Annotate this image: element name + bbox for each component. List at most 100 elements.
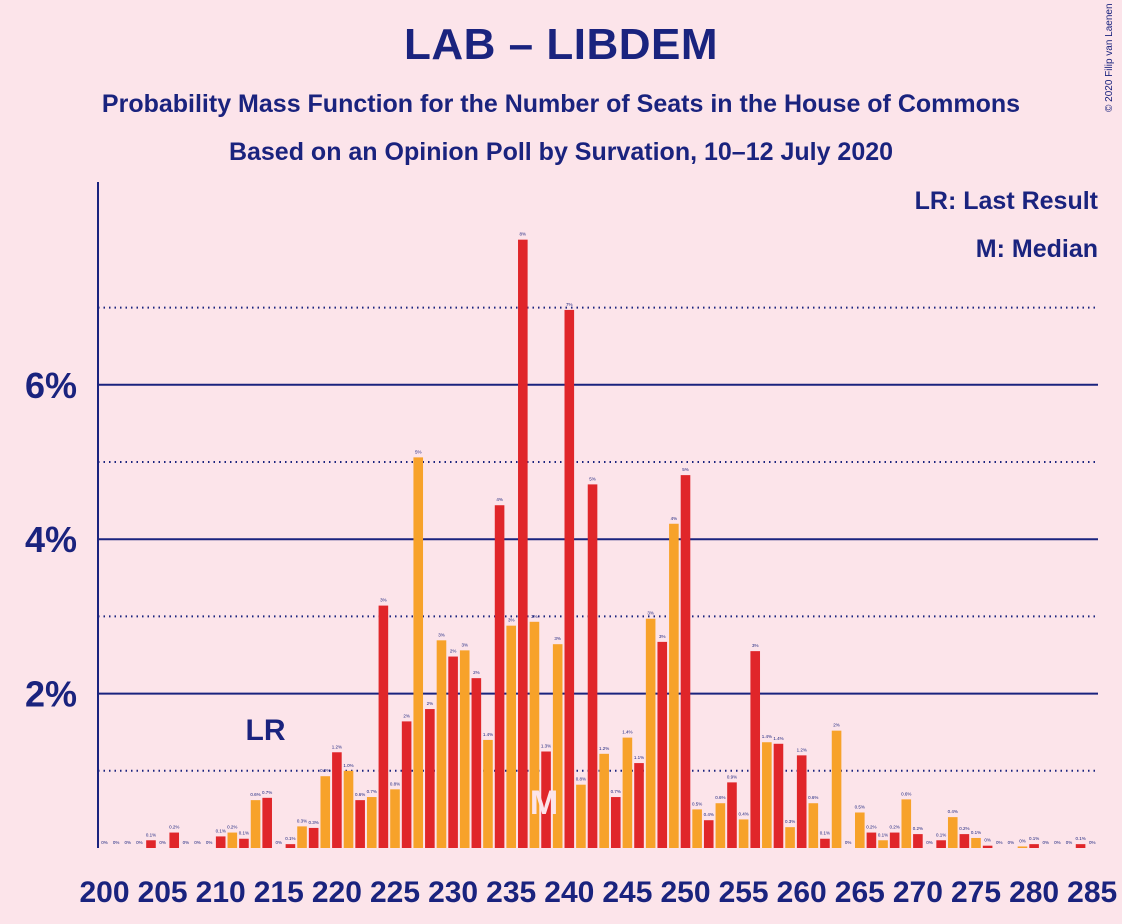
bar-seat-231: [459, 650, 470, 848]
bar-value-label: 0.1%: [971, 830, 981, 835]
bar-value-label: 2%: [473, 670, 480, 675]
bar-value-label: 0.2%: [227, 825, 237, 830]
x-tick-label: 245: [602, 876, 652, 909]
bar-value-label: 0%: [101, 840, 108, 845]
bar-value-label: 0%: [113, 840, 120, 845]
bar-seat-212: [239, 838, 249, 848]
bar-seat-273: [947, 817, 958, 848]
bar-seat-263: [831, 730, 842, 848]
bar-seat-253: [715, 803, 726, 848]
x-tick-label: 235: [486, 876, 536, 909]
bar-value-label: 7%: [566, 302, 573, 307]
bar-value-label: 0%: [124, 840, 131, 845]
bar-seat-247: [645, 618, 656, 848]
x-tick-label: 260: [777, 876, 827, 909]
bar-seat-254: [727, 782, 737, 848]
bar-seat-234: [494, 505, 505, 848]
bar-value-label: 0.6%: [250, 792, 260, 797]
bar-value-label: 3%: [438, 632, 445, 637]
bar-seat-218: [308, 827, 319, 848]
bar-seat-276: [982, 845, 993, 848]
bar-value-label: 0.5%: [692, 801, 702, 806]
bar-seat-245: [622, 737, 633, 848]
bar-seat-258: [773, 743, 784, 848]
x-tick-label: 255: [719, 876, 769, 909]
bar-value-label: 0%: [159, 840, 166, 845]
bar-seat-252: [703, 820, 714, 848]
bar-seat-236: [518, 239, 528, 848]
bar-value-label: 3%: [531, 614, 538, 619]
bar-value-label: 0%: [1019, 838, 1026, 843]
bar-seat-261: [808, 803, 819, 848]
bar-value-label: 3%: [752, 643, 759, 648]
bar-value-label: 4%: [496, 497, 503, 502]
bar-seat-206: [169, 832, 180, 848]
chart-subtitle: Probability Mass Function for the Number…: [101, 90, 1021, 118]
bar-value-label: 0.7%: [367, 789, 377, 794]
bar-value-label: 0%: [276, 840, 283, 845]
x-axis: 200 205 210 215 220 225 230 235 240 245 250 255 260 2…: [79, 876, 1117, 909]
bar-value-label: 0.5%: [855, 804, 865, 809]
x-tick-label: 220: [312, 876, 362, 909]
bar-seat-262: [820, 838, 830, 848]
y-tick-label: 4%: [25, 519, 77, 560]
bar-value-label: 0.9%: [727, 774, 737, 779]
bar-value-label: 0%: [926, 840, 933, 845]
bar-seat-259: [785, 827, 795, 848]
chart-title: LAB – LIBDEM: [404, 20, 718, 69]
bar-value-label: 3%: [380, 598, 387, 603]
bar-seat-280: [1029, 844, 1039, 848]
bar-value-label: 5%: [589, 476, 596, 481]
x-tick-label: 225: [370, 876, 420, 909]
bar-seat-221: [343, 770, 354, 848]
bar-value-label: 0.6%: [715, 795, 725, 800]
bar-value-label: 3%: [647, 611, 654, 616]
bar-seat-279: [1017, 846, 1028, 848]
bar-value-label: 0.3%: [785, 819, 795, 824]
bar-value-label: 5%: [682, 467, 689, 472]
last-result-marker: LR: [246, 714, 286, 747]
y-axis: 2% 4% 6%: [25, 182, 99, 848]
bar-seat-239: [552, 644, 563, 848]
bar-seat-267: [878, 840, 888, 848]
x-tick-label: 215: [254, 876, 304, 909]
x-tick-label: 205: [138, 876, 188, 909]
y-tick-label: 2%: [25, 674, 77, 715]
bar-value-label: 3%: [659, 634, 666, 639]
median-marker: M: [530, 784, 558, 822]
bar-seat-255: [738, 819, 749, 848]
bar-seat-232: [471, 678, 482, 848]
bar-value-label: 0%: [1042, 840, 1049, 845]
bar-value-label: 0%: [206, 840, 213, 845]
bar-value-label: 0.4%: [704, 812, 714, 817]
bar-value-label: 0.3%: [297, 818, 307, 823]
bar-value-label: 0.7%: [262, 790, 272, 795]
bar-seat-224: [378, 605, 389, 848]
grid-lines: [98, 306, 1098, 772]
bar-value-labels: 0% 0% 0% 0%0.1%0%0.2%0% 0% 0%0.1%0.2%0.1%0.6%…: [101, 232, 1095, 845]
bar-seat-274: [959, 834, 970, 848]
bar-seat-256: [750, 651, 761, 848]
bar-value-label: 1.2%: [797, 747, 807, 752]
x-tick-label: 270: [893, 876, 943, 909]
bar-value-label: 1.3%: [541, 744, 551, 749]
bar-seat-214: [262, 797, 272, 848]
bar-value-label: 1.2%: [332, 744, 342, 749]
bar-seat-240: [564, 309, 575, 848]
bar-value-label: 1.1%: [634, 755, 644, 760]
bar-seat-244: [610, 797, 621, 848]
bar-seat-204: [146, 840, 156, 848]
bar-seat-248: [657, 641, 668, 848]
bar-value-label: 2%: [833, 723, 840, 728]
bar-seat-226: [401, 721, 412, 848]
bar-value-label: 0.1%: [216, 828, 226, 833]
x-tick-label: 275: [951, 876, 1001, 909]
bar-seat-210: [215, 836, 226, 848]
bar-seat-237: [529, 621, 540, 848]
bar-value-label: 0.2%: [959, 826, 969, 831]
bar-seat-211: [227, 832, 238, 848]
bar-value-label: 0%: [1008, 840, 1015, 845]
bar-seat-242: [587, 484, 598, 848]
bar-seat-246: [634, 763, 644, 848]
bar-seat-275: [971, 837, 981, 848]
